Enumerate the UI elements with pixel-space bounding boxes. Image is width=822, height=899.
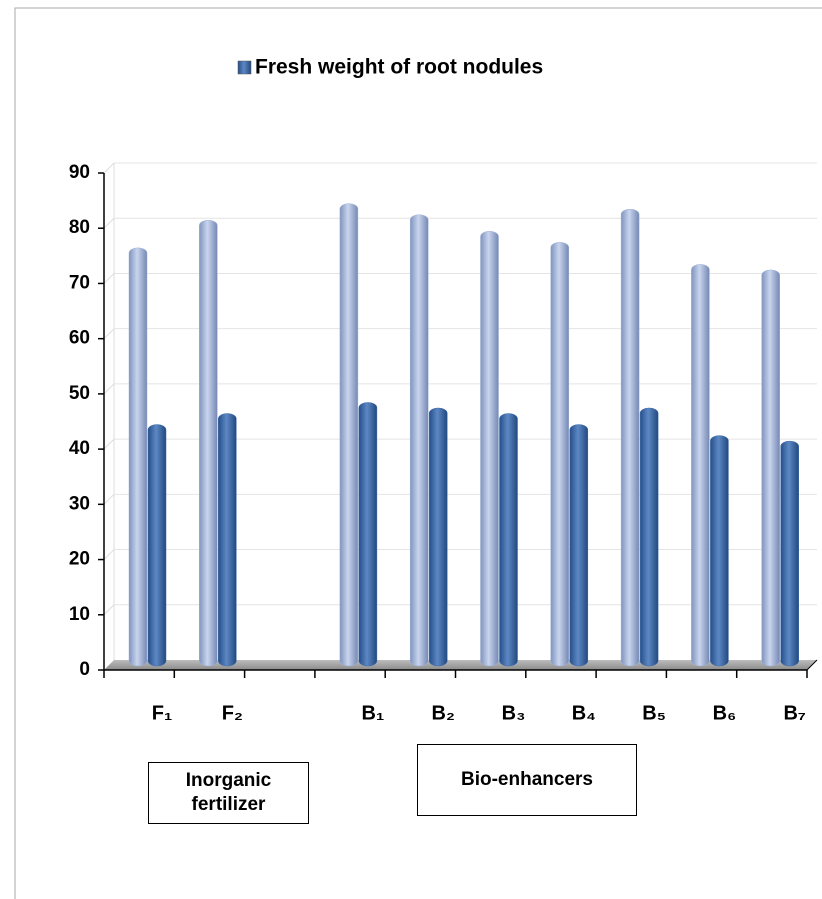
x-tick-label: B₇ — [783, 702, 805, 724]
bar — [639, 407, 659, 667]
y-tick-label: 50 — [69, 383, 90, 404]
y-tick-label: 0 — [79, 659, 90, 680]
annotation-box: Inorganic fertilizer — [148, 762, 309, 824]
y-tick-label: 40 — [69, 438, 90, 459]
bar — [147, 424, 167, 667]
x-tick-label: F₁ — [152, 702, 173, 724]
grid-line — [103, 493, 115, 505]
bar — [218, 413, 237, 667]
x-axis-depth — [806, 659, 818, 671]
y-tick-label: 80 — [69, 217, 90, 238]
y-tick-label: 20 — [69, 549, 90, 570]
x-tick-label: B₅ — [642, 702, 666, 724]
grid-line — [103, 162, 115, 174]
x-tick-label: B₁ — [362, 702, 385, 724]
grid-line — [103, 273, 115, 284]
grid-line — [103, 328, 115, 340]
bar — [691, 264, 710, 667]
y-tick-label: 90 — [69, 162, 90, 183]
bar — [569, 424, 589, 667]
bar — [550, 242, 570, 667]
y-tick-label: 70 — [69, 272, 90, 293]
x-tick-label: B₃ — [502, 702, 526, 724]
bar — [199, 219, 218, 667]
x-tick-label: B₄ — [572, 702, 596, 724]
frame — [14, 7, 822, 899]
bar — [499, 413, 518, 667]
y-tick-label: 10 — [69, 604, 90, 625]
bar — [428, 407, 448, 667]
bar — [358, 402, 378, 667]
x-tick-label: B₂ — [432, 702, 455, 724]
grid-line — [103, 383, 115, 395]
y-tick-label: 30 — [69, 493, 90, 514]
bar — [339, 203, 359, 667]
legend-label: Fresh weight of root nodules — [255, 56, 543, 79]
grid-line — [103, 604, 115, 616]
grid-line — [103, 217, 115, 229]
bar — [780, 440, 799, 667]
annotation-box: Bio-enhancers — [417, 744, 637, 816]
bar — [409, 214, 429, 667]
legend-swatch — [237, 60, 252, 75]
grid-line — [103, 438, 115, 450]
grid-line — [103, 549, 115, 560]
bar — [480, 231, 499, 667]
y-tick-label: 60 — [69, 328, 90, 349]
bar — [761, 269, 780, 667]
bar — [620, 208, 640, 667]
x-tick-label: F₂ — [222, 702, 243, 724]
bar — [128, 247, 148, 667]
x-tick-label: B₆ — [713, 702, 737, 724]
bar — [710, 435, 729, 667]
